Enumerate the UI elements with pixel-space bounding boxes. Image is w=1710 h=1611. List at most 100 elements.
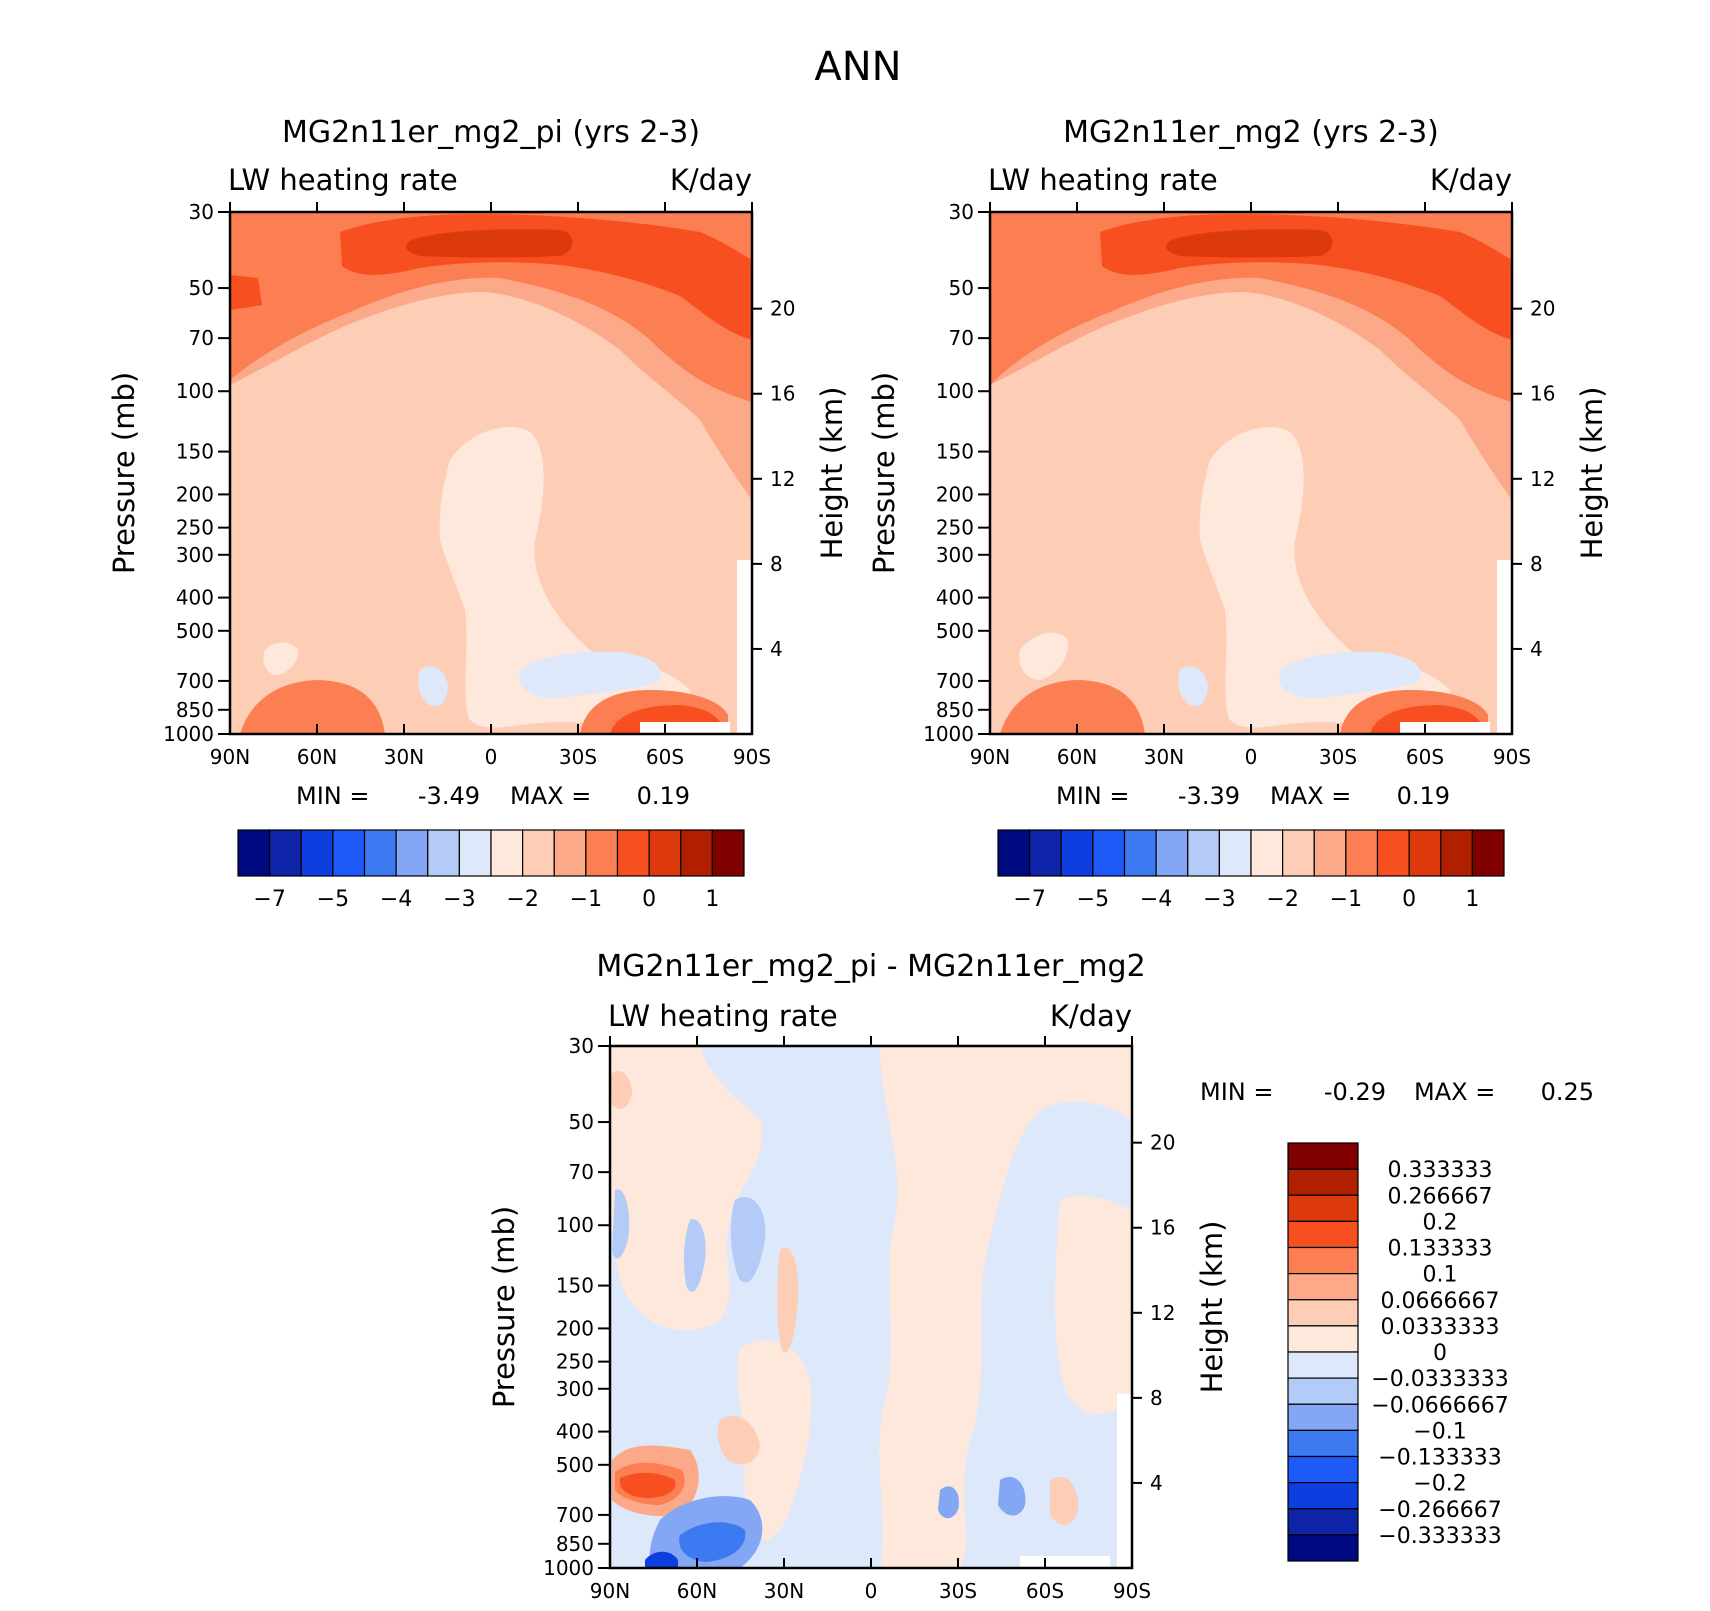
panel-right-cool-pocket-1 — [1279, 651, 1421, 699]
panel-diff-max-value: 0.25 — [1541, 1078, 1594, 1106]
panel-right-axes: 90N 60N 30N 0 30S 60S 90S 30 50 70 100 150 200 250 300… — [867, 200, 1609, 769]
panel-right-colorbar-box — [1250, 829, 1284, 877]
panel-right-y2label: Height (km) — [1575, 387, 1609, 560]
panel-left-colorbar-label: −5 — [317, 887, 349, 912]
panel-right-x-tick-label: 90N — [970, 745, 1010, 769]
panel-left-colorbar-box — [522, 829, 555, 877]
panel-right-x-tick-label: 60N — [1057, 745, 1097, 769]
panel-diff-cool-spot-1 — [938, 1486, 959, 1519]
panel-diff-colorbar-box — [1287, 1142, 1359, 1170]
panel-diff-colorbar-label: 0.1 — [1423, 1263, 1458, 1288]
panel-right-field-label: LW heating rate — [988, 163, 1218, 197]
panel-diff-y-tick-label: 1000 — [543, 1556, 594, 1580]
panel-right-y-tick-label: 700 — [936, 669, 974, 693]
panel-left-cool-pocket-1 — [519, 651, 661, 699]
panel-right-colorbar-box — [1313, 829, 1347, 877]
panel-left-axes: 90N 60N 30N 0 30S 60S 90S 30 50 70 100 150 200 250 300… — [107, 200, 849, 769]
panel-left-y-tick-label: 300 — [176, 543, 214, 567]
panel-diff-cool-patch-3 — [612, 1189, 630, 1259]
panel-left-colorbar-box — [553, 829, 587, 877]
panel-right-colorbar-box — [1408, 829, 1442, 877]
panel-right-light-column — [1199, 427, 1450, 734]
panel-right-colorbar: −7 −5 −4 −3 −2 −1 0 1 — [997, 829, 1505, 912]
panel-right-colorbar-box — [1471, 829, 1505, 877]
panel-right-title: MG2n11er_mg2 (yrs 2-3) — [1063, 115, 1439, 150]
panel-diff-axes: 90N 60N 30N 0 30S 60S 90S 30 50 70 100 150 200 250 300… — [487, 1034, 1229, 1603]
panel-left-y2-tick-label: 8 — [770, 552, 783, 576]
panel-diff-colorbar-label: 0.133333 — [1388, 1237, 1493, 1262]
panel-diff-x-tick-label: 60N — [677, 1579, 717, 1603]
panel-right-y-tick-label: 500 — [936, 619, 974, 643]
panel-left-colorbar-label: 0 — [642, 887, 656, 912]
panel-right-surface-warm-1 — [1000, 680, 1145, 734]
panel-left-ylabel: Pressure (mb) — [107, 372, 141, 574]
panel-right-x-tick-label: 60S — [1406, 745, 1444, 769]
panel-right-x-tick-label: 30S — [1319, 745, 1357, 769]
panel-left-y-tick-label: 700 — [176, 669, 214, 693]
panel-diff-cool-spot-2 — [998, 1476, 1026, 1516]
panel-right-y2-tick-label: 8 — [1530, 552, 1543, 576]
panel-right-colorbar-box — [1123, 829, 1157, 877]
panel-diff-warm-region-3 — [737, 1340, 812, 1541]
panel-left-y-tick-label: 400 — [176, 586, 214, 610]
panel-diff-x-tick-label: 0 — [865, 1579, 878, 1603]
figure-title: ANN — [814, 44, 901, 90]
panel-right-max-label: MAX = — [1270, 782, 1351, 810]
panel-diff-y-tick-label: 150 — [556, 1274, 594, 1298]
panel-diff-colorbar-label: 0.266667 — [1388, 1184, 1493, 1209]
panel-diff-cool-patch-1 — [730, 1196, 766, 1283]
panel-left-colorbar-box — [490, 829, 524, 877]
panel-diff-colorbar-box — [1287, 1508, 1359, 1536]
panel-left-colorbar-box — [648, 829, 682, 877]
panel-diff-colorbar-label: 0.0666667 — [1381, 1289, 1500, 1314]
panel-right-y-tick-label: 50 — [949, 276, 974, 300]
panel-left-colorbar-label: −4 — [380, 887, 412, 912]
panel-right-x-tick-label: 30N — [1144, 745, 1184, 769]
panel-right-field — [990, 212, 1512, 734]
panel-left-min-label: MIN = — [296, 782, 369, 810]
panel-diff-colorbar-box — [1287, 1194, 1359, 1222]
panel-diff-cool-patch-2 — [683, 1219, 706, 1292]
panel-left-colorbar-label: −2 — [506, 887, 538, 912]
panel-right: MG2n11er_mg2 (yrs 2-3) LW heating rate K… — [867, 115, 1609, 912]
panel-left-y-tick-label: 70 — [189, 326, 214, 350]
panel-right-colorbar-box — [1218, 829, 1252, 877]
panel-right-colorbar-box — [1187, 829, 1220, 877]
panel-diff-colorbar-label: −0.333333 — [1378, 1524, 1501, 1549]
panel-diff-ylabel: Pressure (mb) — [487, 1206, 521, 1408]
panel-diff-colorbar-box — [1287, 1534, 1359, 1562]
panel-diff-y-tick-label: 400 — [556, 1420, 594, 1444]
panel-diff-colorbar-box — [1287, 1325, 1359, 1353]
panel-diff-warm-spot-1 — [777, 1247, 799, 1353]
panel-diff-min-value: -0.29 — [1324, 1078, 1386, 1106]
panel-left-colorbar-box — [680, 829, 713, 877]
panel-right-y-tick-label: 850 — [936, 698, 974, 722]
panel-right-colorbar-box — [1345, 829, 1379, 877]
panel-left-field — [230, 212, 752, 734]
panel-right-x-tick-label: 0 — [1245, 745, 1258, 769]
panel-left-max-value: 0.19 — [637, 782, 690, 810]
panel-left: MG2n11er_mg2_pi (yrs 2-3) LW heating rat… — [107, 115, 849, 912]
panel-diff-colorbar-box — [1287, 1273, 1359, 1301]
panel-left-x-tick-label: 30N — [384, 745, 424, 769]
panel-right-y-tick-label: 250 — [936, 516, 974, 540]
panel-diff-warm-spot-3 — [610, 1071, 632, 1109]
panel-diff-colorbar-box — [1287, 1168, 1359, 1196]
panel-diff-x-tick-label: 90S — [1113, 1579, 1151, 1603]
panel-diff-colorbar-box — [1287, 1403, 1359, 1431]
panel-diff-y2-tick-label: 12 — [1150, 1301, 1175, 1325]
panel-right-max-value: 0.19 — [1397, 782, 1450, 810]
panel-diff-y-tick-label: 300 — [556, 1377, 594, 1401]
panel-diff-y2-tick-label: 16 — [1150, 1216, 1175, 1240]
panel-left-x-tick-label: 90N — [210, 745, 250, 769]
panel-right-core-band — [1166, 229, 1333, 258]
panel-diff-max-label: MAX = — [1414, 1078, 1495, 1106]
panel-diff-colorbar-box — [1287, 1299, 1359, 1327]
panel-diff-colorbar-box — [1287, 1455, 1359, 1484]
panel-right-y2-tick-label: 16 — [1530, 382, 1555, 406]
panel-left-x-tick-label: 60N — [297, 745, 337, 769]
panel-diff-y-tick-label: 50 — [569, 1110, 594, 1134]
panel-diff-colorbar-box — [1287, 1246, 1359, 1275]
panel-diff-surface-cold — [679, 1522, 746, 1562]
